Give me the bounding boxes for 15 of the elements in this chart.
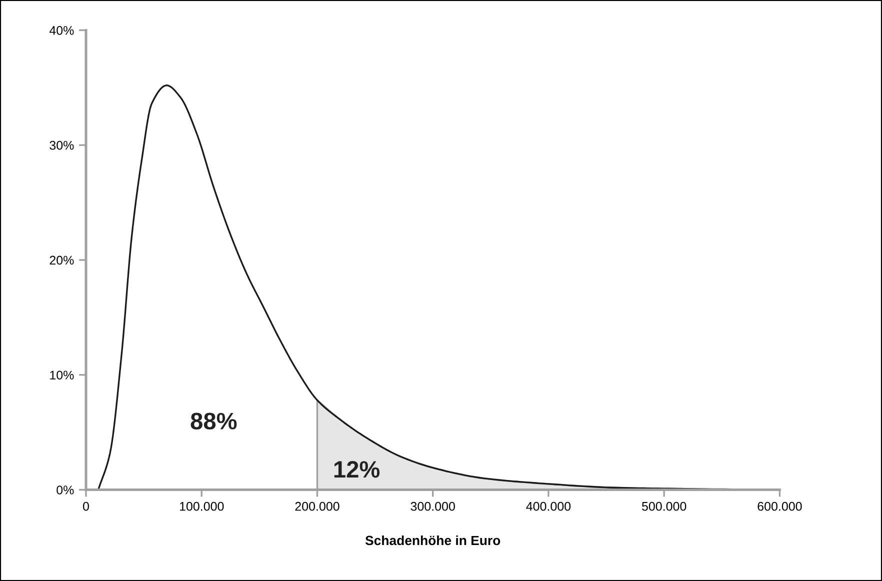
x-tick-label: 400.000 [526, 502, 571, 511]
x-tick-label: 500.000 [642, 502, 686, 511]
x-tick-label: 600.000 [758, 502, 802, 511]
y-tick-label: 40% [49, 26, 74, 35]
x-tick-label: 200.000 [295, 502, 340, 511]
y-tick-label: 30% [50, 140, 74, 150]
y-tick-label: 10% [50, 370, 74, 380]
y-tick-label: 20% [50, 256, 74, 265]
x-axis-title: Schadenhöhe in Euro [365, 535, 500, 546]
y-tick-label: 0% [56, 486, 74, 494]
annotation: 88% [190, 412, 237, 430]
annotation: 12% [334, 461, 380, 478]
x-tick-label: 100.000 [180, 502, 224, 511]
x-tick-label: 0 [83, 502, 89, 511]
x-tick-label: 300.000 [410, 502, 455, 511]
